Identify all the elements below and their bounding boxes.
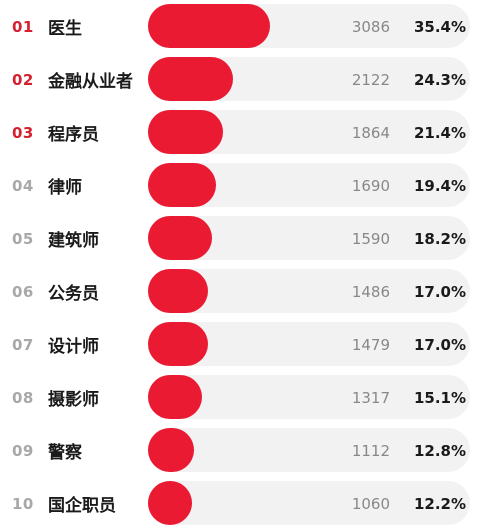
percentage-label: 17.0% (413, 282, 466, 301)
table-row: 08 摄影师 1317 15.1% (0, 371, 500, 424)
table-row: 04 律师 1690 19.4% (0, 159, 500, 212)
bar-track (148, 428, 470, 472)
category-label: 摄影师 (48, 390, 99, 410)
category-label: 医生 (48, 19, 82, 39)
rank-number: 05 (12, 229, 34, 248)
category-label: 律师 (48, 178, 82, 198)
bar (148, 110, 223, 154)
category-label: 公务员 (48, 284, 99, 304)
table-row: 06 公务员 1486 17.0% (0, 265, 500, 318)
rank-number: 09 (12, 441, 34, 460)
percentage-label: 18.2% (413, 229, 466, 248)
value-label: 1690 (351, 176, 390, 195)
percentage-label: 15.1% (413, 388, 466, 407)
category-label: 金融从业者 (48, 72, 133, 92)
bar (148, 163, 216, 207)
value-label: 1060 (351, 494, 390, 513)
rank-number: 06 (12, 282, 34, 301)
rank-number: 02 (12, 70, 34, 89)
bar (148, 322, 208, 366)
rank-number: 08 (12, 388, 34, 407)
category-label: 设计师 (48, 337, 99, 357)
bar-track (148, 481, 470, 525)
bar (148, 4, 270, 48)
category-label: 建筑师 (48, 231, 99, 251)
value-label: 1486 (351, 282, 390, 301)
bar (148, 375, 202, 419)
percentage-label: 17.0% (413, 335, 466, 354)
rank-number: 10 (12, 494, 34, 513)
bar (148, 216, 212, 260)
rank-number: 07 (12, 335, 34, 354)
table-row: 03 程序员 1864 21.4% (0, 106, 500, 159)
table-row: 01 医生 3086 35.4% (0, 0, 500, 53)
percentage-label: 19.4% (413, 176, 466, 195)
value-label: 1479 (351, 335, 390, 354)
bar (148, 481, 192, 525)
table-row: 10 国企职员 1060 12.2% (0, 477, 500, 530)
bar (148, 428, 194, 472)
percentage-label: 12.8% (413, 441, 466, 460)
value-label: 1112 (351, 441, 390, 460)
value-label: 1317 (351, 388, 390, 407)
table-row: 09 警察 1112 12.8% (0, 424, 500, 477)
category-label: 警察 (48, 443, 82, 463)
percentage-label: 35.4% (413, 17, 466, 36)
rank-number: 04 (12, 176, 34, 195)
value-label: 3086 (351, 17, 390, 36)
rank-number: 01 (12, 17, 34, 36)
value-label: 2122 (351, 70, 390, 89)
bar (148, 57, 233, 101)
value-label: 1864 (351, 123, 390, 142)
table-row: 05 建筑师 1590 18.2% (0, 212, 500, 265)
percentage-label: 12.2% (413, 494, 466, 513)
percentage-label: 24.3% (413, 70, 466, 89)
category-label: 程序员 (48, 125, 99, 145)
rank-number: 03 (12, 123, 34, 142)
table-row: 02 金融从业者 2122 24.3% (0, 53, 500, 106)
bar (148, 269, 208, 313)
value-label: 1590 (351, 229, 390, 248)
category-label: 国企职员 (48, 496, 116, 516)
table-row: 07 设计师 1479 17.0% (0, 318, 500, 371)
percentage-label: 21.4% (413, 123, 466, 142)
